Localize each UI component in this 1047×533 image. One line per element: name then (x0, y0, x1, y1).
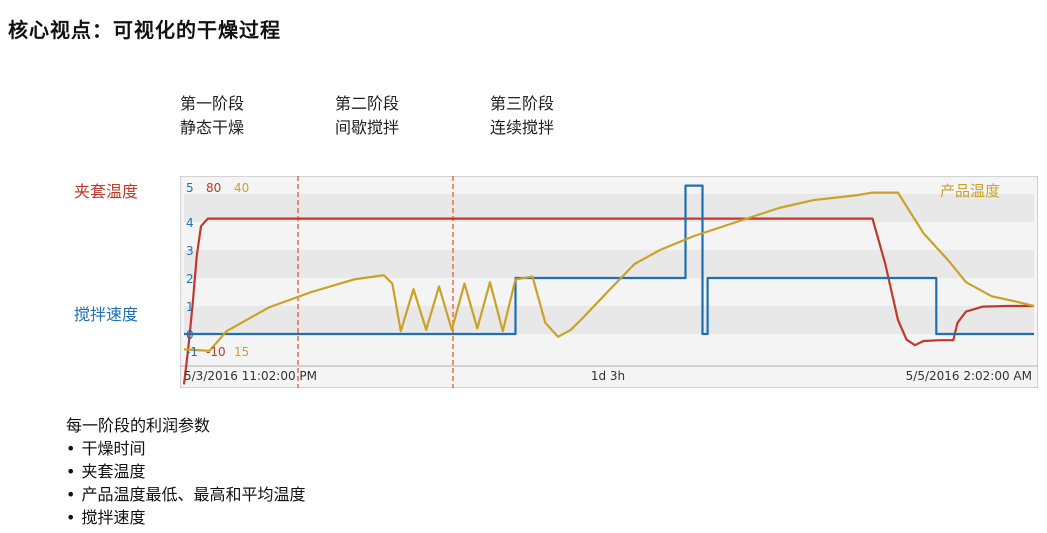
phase-1-name: 第一阶段 (180, 94, 245, 113)
stir-tick-label: 4 (186, 216, 194, 230)
axis-top-stir: 5 (186, 181, 194, 195)
stir-speed-label: 搅拌速度 (74, 305, 139, 324)
phase-2-label: 第二阶段 间歇搅拌 (335, 92, 399, 140)
axis-bottom-jacket: -10 (206, 345, 226, 359)
phase-3-name: 第三阶段 (490, 94, 555, 113)
stir-tick-label: 2 (186, 272, 194, 286)
product-temp-legend: 产品温度 (940, 182, 1000, 200)
params-section: 每一阶段的利润参数 干燥时间 夹套温度 产品温度最低、最高和平均温度 搅拌速度 (66, 414, 305, 529)
grid-band (184, 306, 1034, 334)
params-item: 产品温度最低、最高和平均温度 (66, 483, 305, 506)
params-list: 干燥时间 夹套温度 产品温度最低、最高和平均温度 搅拌速度 (66, 437, 305, 529)
phase-2-desc: 间歇搅拌 (335, 118, 400, 137)
phase-2-name: 第二阶段 (335, 94, 400, 113)
x-mid-label: 1d 3h (591, 369, 625, 383)
chart-svg: 5 80 40 4 3 2 1 0 -1 -10 15 产品温度 5/3/2016 11:02:00 P… (179, 175, 1039, 389)
axis-top-jacket: 80 (206, 181, 221, 195)
phase-1-desc: 静态干燥 (180, 118, 245, 137)
stir-tick-label: 0 (186, 328, 194, 342)
drying-chart: 5 80 40 4 3 2 1 0 -1 -10 15 产品温度 5/3/2016 11:02:00 P… (179, 175, 1039, 389)
params-item: 干燥时间 (66, 437, 305, 460)
axis-bottom-stir: -1 (186, 345, 198, 359)
stir-tick-label: 3 (186, 244, 194, 258)
grid-band (184, 194, 1034, 222)
stir-tick-label: 1 (186, 300, 194, 314)
stir-series-line (184, 184, 1034, 336)
jacket-series-line (182, 217, 1034, 385)
product-series-line (183, 191, 1035, 352)
page-title: 核心视点：可视化的干燥过程 (8, 18, 281, 42)
axis-top-product: 40 (234, 181, 249, 195)
grid-band (184, 250, 1034, 278)
x-end-label: 5/5/2016 2:02:00 AM (906, 369, 1032, 383)
params-item: 夹套温度 (66, 460, 305, 483)
x-start-label: 5/3/2016 11:02:00 PM (184, 369, 317, 383)
phase-1-label: 第一阶段 静态干燥 (180, 92, 244, 140)
jacket-temp-label: 夹套温度 (74, 182, 139, 201)
params-item: 搅拌速度 (66, 506, 305, 529)
axis-bottom-product: 15 (234, 345, 249, 359)
phase-3-label: 第三阶段 连续搅拌 (490, 92, 554, 140)
params-heading: 每一阶段的利润参数 (66, 416, 211, 435)
phase-3-desc: 连续搅拌 (490, 118, 555, 137)
